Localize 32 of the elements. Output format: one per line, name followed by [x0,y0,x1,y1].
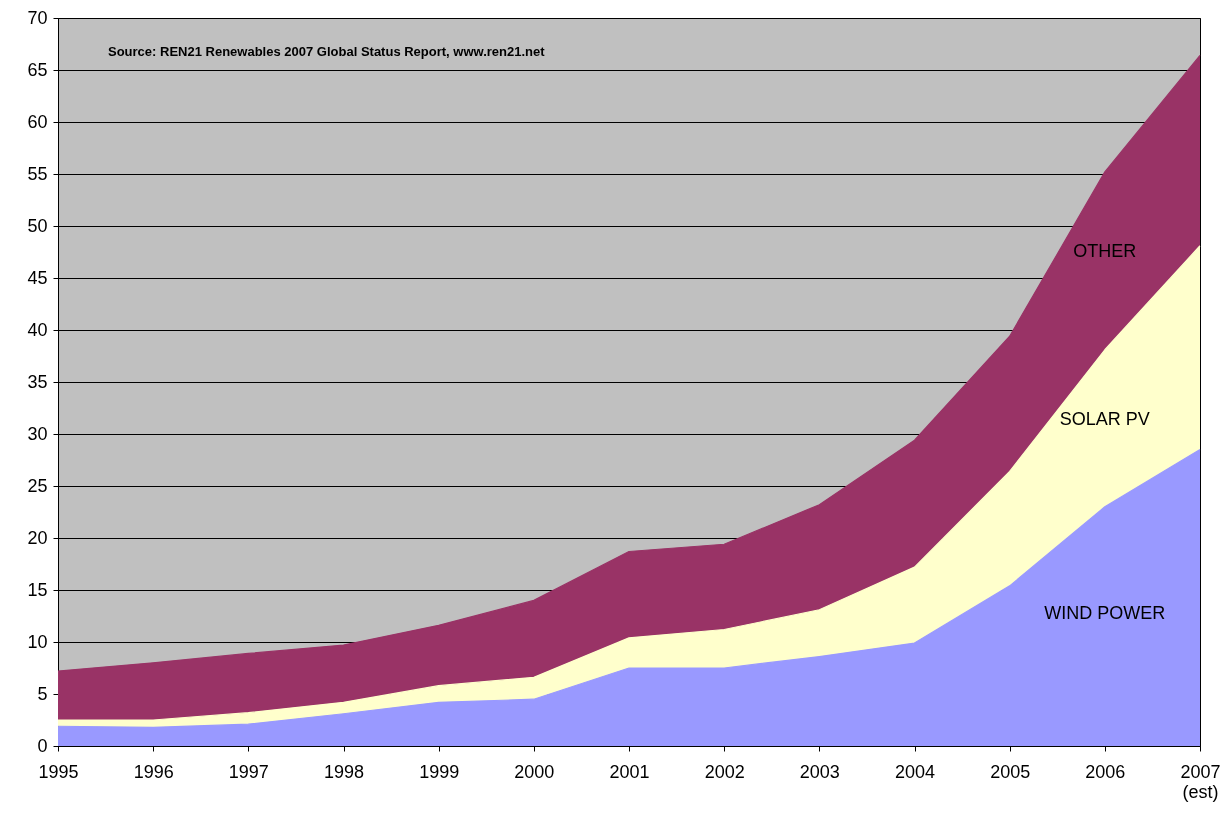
y-tick-label: 30 [27,423,48,444]
y-tick-label: 55 [27,163,48,184]
x-tick-label: 2002 [704,761,745,782]
x-tick-label: 1998 [323,761,365,782]
y-tick-label: 25 [27,475,48,496]
x-tick-label: 2000 [514,761,555,782]
x-tick-label: 1995 [38,761,79,782]
y-tick-label: 40 [27,319,48,340]
y-tick-label: 50 [27,215,48,236]
y-tick-label: 65 [27,59,48,80]
series-label: SOLAR PV [1059,409,1150,430]
y-tick-label: 35 [27,371,48,392]
x-tick-label: 1999 [419,761,460,782]
y-tick-label: 20 [27,527,48,548]
series-label: WIND POWER [1044,603,1166,624]
x-tick-label: 2001 [609,761,650,782]
y-tick-label: 70 [27,7,48,28]
x-tick-label: 2007 (est) [1180,761,1221,802]
x-tick-label: 2005 [990,761,1031,782]
x-tick-label: 1996 [133,761,174,782]
x-tick-label: 2006 [1085,761,1126,782]
y-tick-label: 5 [37,683,48,704]
y-tick-label: 15 [27,579,48,600]
y-tick-label: 0 [37,735,48,756]
y-tick-label: 60 [27,111,48,132]
series-label: OTHER [1073,240,1137,261]
x-tick-label: 2003 [799,761,840,782]
x-tick-label: 2004 [894,761,936,782]
y-tick-label: 45 [27,267,48,288]
y-tick-label: 10 [27,631,48,652]
annotation: Source: REN21 Renewables 2007 Global Status Report, www.ren21.net [108,44,546,59]
x-tick-label: 1997 [228,761,269,782]
